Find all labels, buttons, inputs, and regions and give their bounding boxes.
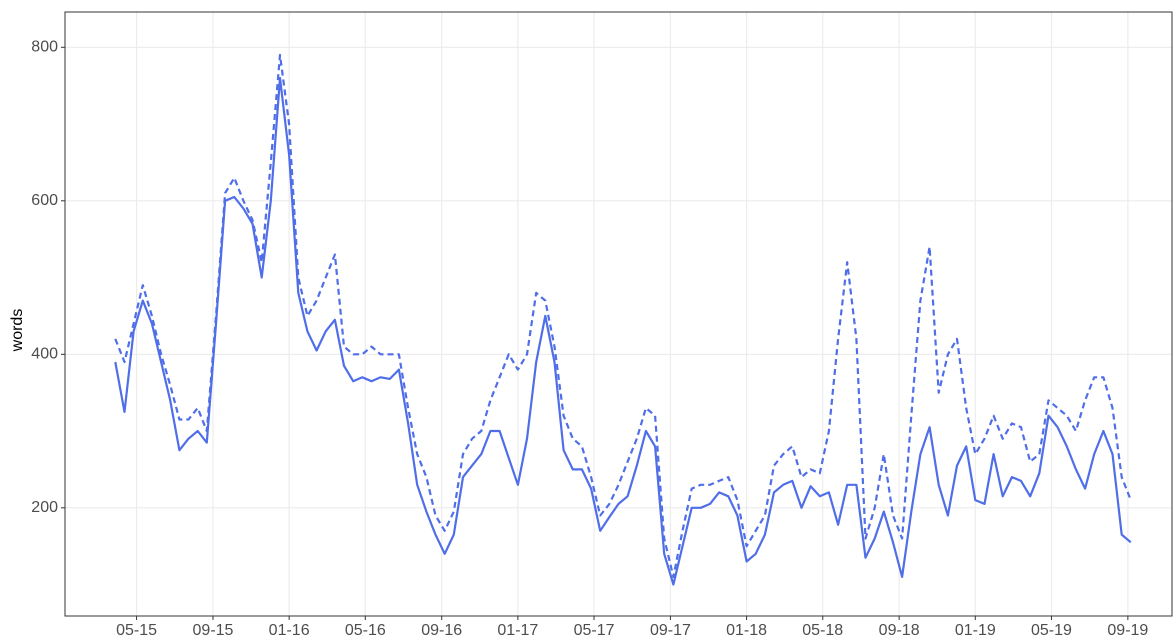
x-tick-label: 05-16 xyxy=(345,622,386,639)
x-tick-label: 09-18 xyxy=(879,622,920,639)
x-tick-label: 09-15 xyxy=(193,622,234,639)
x-tick-label: 09-16 xyxy=(421,622,462,639)
y-axis-title: words xyxy=(9,309,26,353)
x-tick-label: 01-17 xyxy=(497,622,538,639)
series-line xyxy=(114,76,1132,586)
plot-frame xyxy=(64,11,1173,617)
x-tick-label: 09-19 xyxy=(1107,622,1148,639)
x-tick-label: 05-15 xyxy=(116,622,157,639)
y-tick-label: 600 xyxy=(31,192,58,209)
y-tick-label: 800 xyxy=(31,39,58,56)
x-tick-label: 01-16 xyxy=(269,622,310,639)
x-tick-label: 05-17 xyxy=(574,622,615,639)
y-tick-label: 400 xyxy=(31,346,58,363)
x-tick-label: 01-18 xyxy=(726,622,767,639)
x-tick-label: 05-18 xyxy=(802,622,843,639)
x-tick-label: 09-17 xyxy=(650,622,691,639)
x-tick-label: 01-19 xyxy=(955,622,996,639)
y-tick-label: 200 xyxy=(31,499,58,516)
x-tick-label: 05-19 xyxy=(1031,622,1072,639)
series-line xyxy=(114,53,1132,578)
